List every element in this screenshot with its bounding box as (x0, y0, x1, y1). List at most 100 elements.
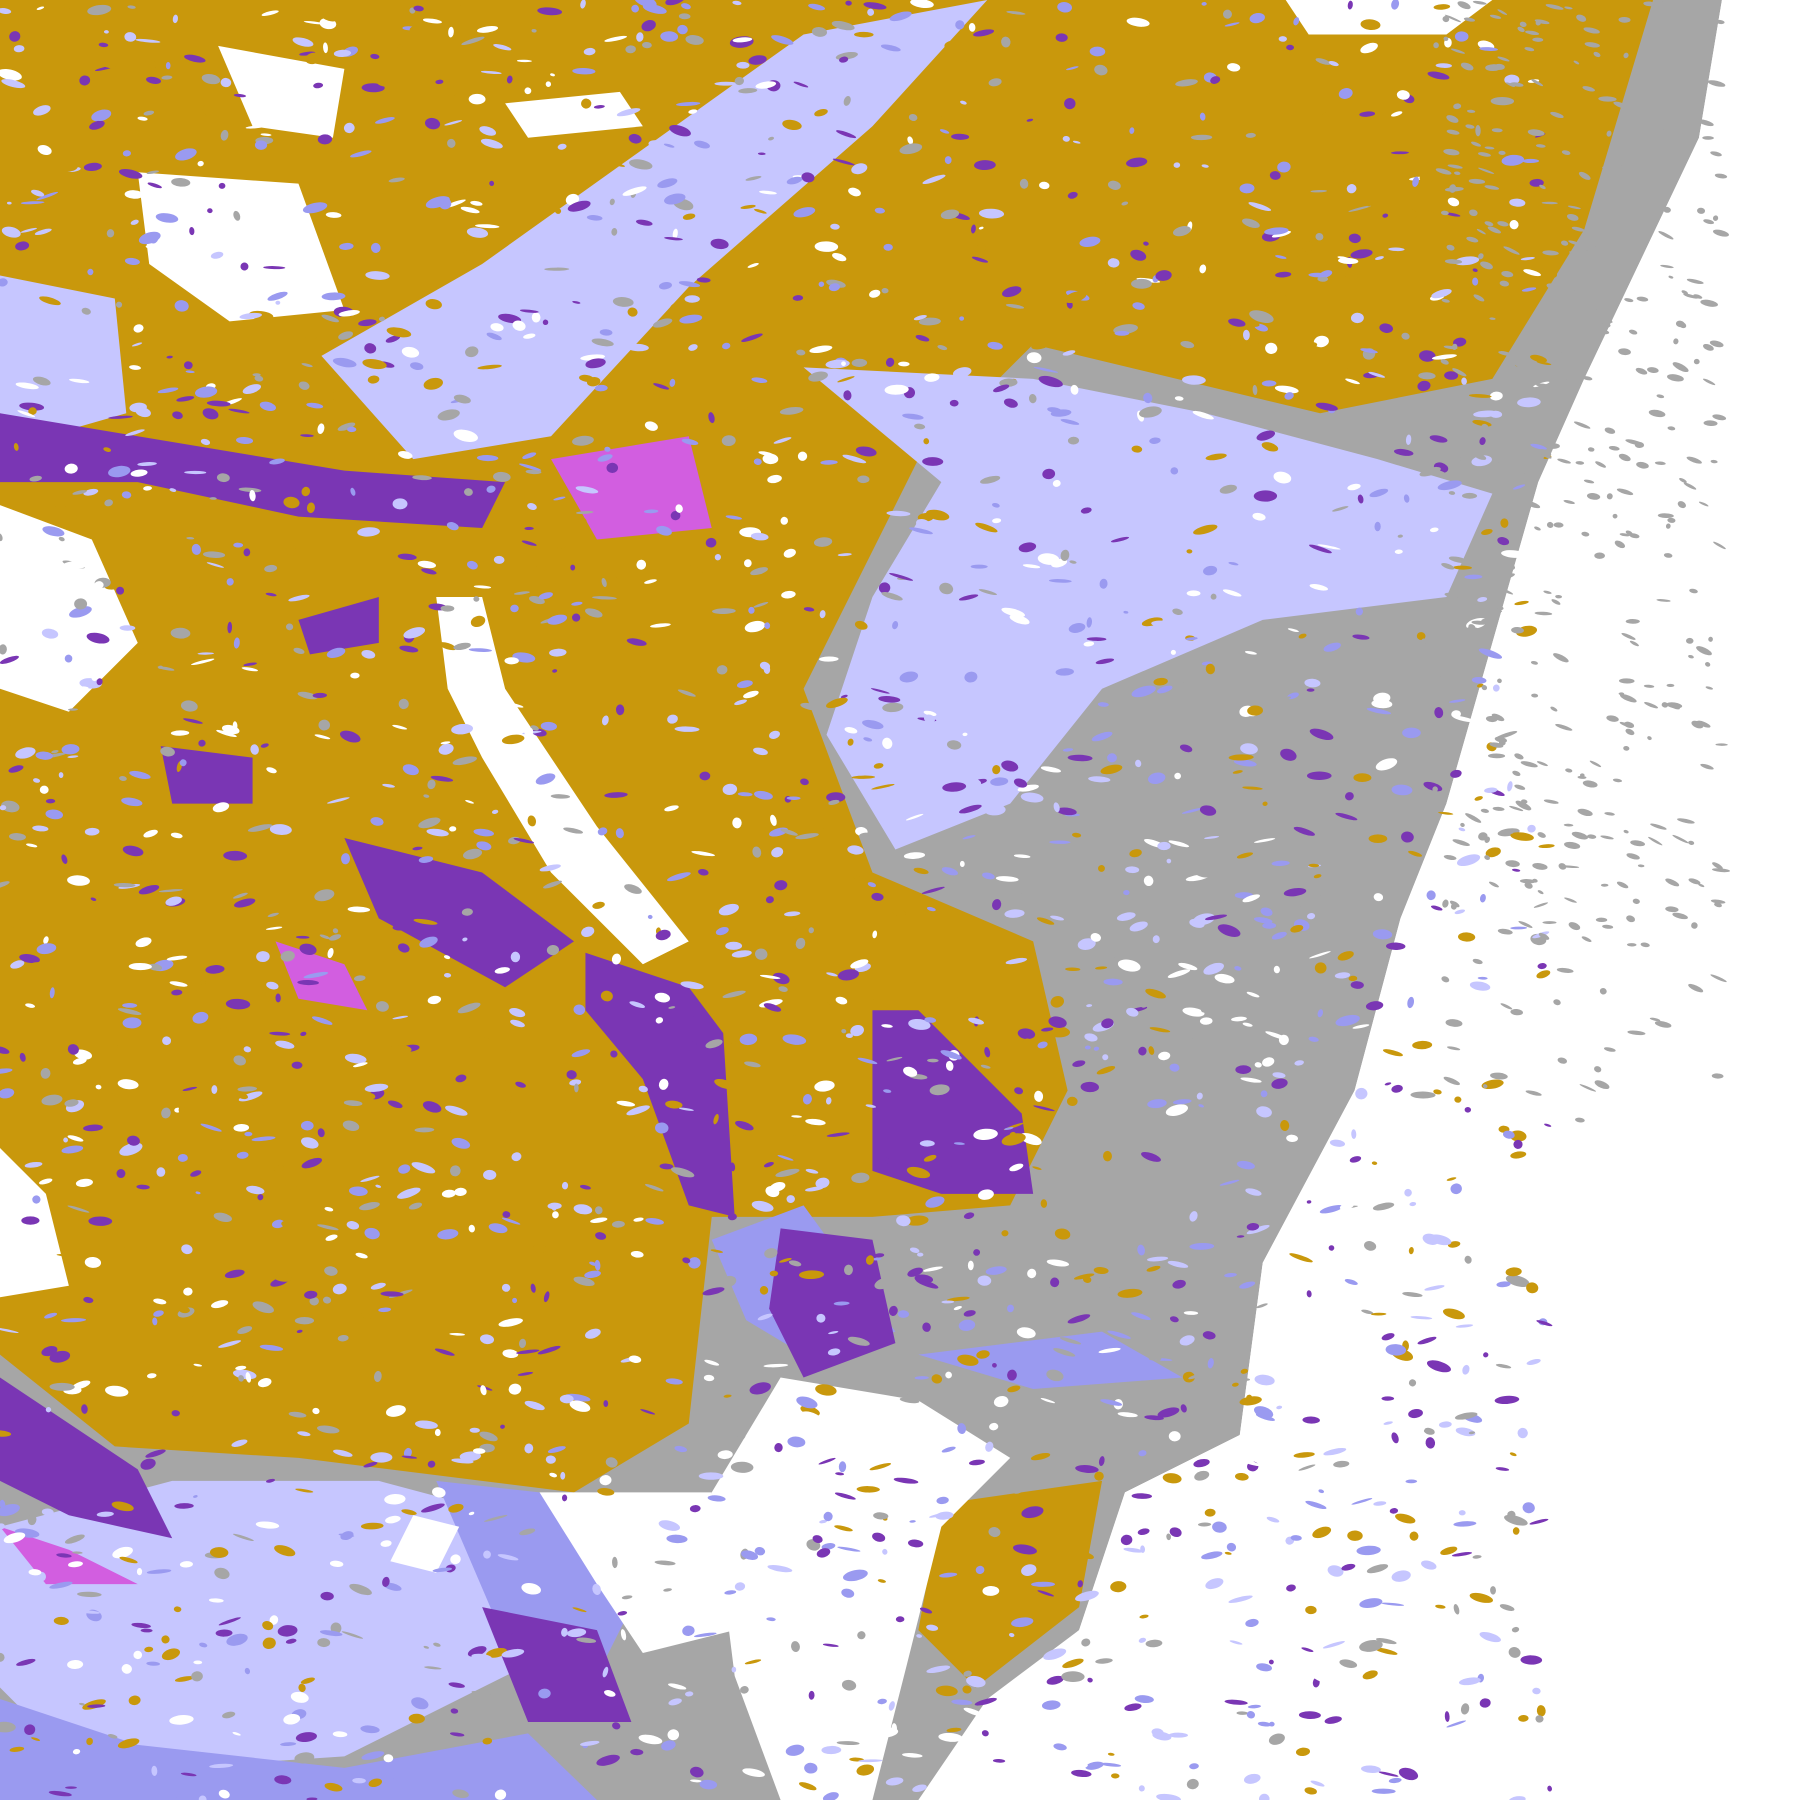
texture-speck (614, 820, 637, 827)
texture-speck (1179, 1335, 1195, 1346)
purple-region (482, 1607, 632, 1722)
texture-speck (798, 1270, 825, 1280)
texture-speck (1331, 1417, 1354, 1429)
texture-speck (97, 117, 107, 121)
texture-speck (49, 1382, 75, 1391)
texture-speck (926, 1665, 951, 1674)
texture-speck (1009, 1163, 1024, 1172)
texture-speck (1391, 1432, 1399, 1444)
texture-speck (370, 1282, 386, 1290)
texture-speck (133, 1650, 143, 1660)
texture-speck (440, 605, 455, 612)
texture-speck (782, 119, 802, 130)
texture-speck (308, 33, 325, 42)
texture-speck (1659, 132, 1674, 139)
texture-speck (741, 333, 763, 342)
texture-speck (822, 1643, 839, 1647)
texture-speck (1481, 423, 1489, 431)
texture-speck (1477, 976, 1488, 980)
texture-speck (818, 281, 825, 287)
texture-speck (1530, 554, 1549, 567)
texture-speck (83, 488, 99, 496)
texture-speck (867, 882, 876, 888)
texture-speck (1145, 988, 1166, 999)
texture-speck (647, 914, 653, 920)
texture-speck (332, 1283, 347, 1295)
texture-speck (1702, 47, 1708, 51)
texture-speck (1174, 772, 1181, 780)
texture-speck (1492, 684, 1500, 692)
texture-speck (1126, 1007, 1139, 1017)
texture-speck (1688, 983, 1704, 993)
texture-speck (1511, 868, 1521, 872)
texture-speck (1275, 271, 1292, 278)
texture-speck (296, 1329, 303, 1334)
texture-speck (304, 1290, 318, 1299)
texture-speck (1271, 230, 1291, 238)
texture-speck (1557, 1057, 1568, 1064)
texture-speck (667, 714, 678, 724)
texture-speck (839, 56, 849, 63)
texture-speck (713, 1113, 719, 1125)
texture-speck (1655, 24, 1668, 31)
texture-speck (352, 1777, 366, 1784)
texture-speck (1266, 1516, 1280, 1523)
texture-speck (702, 1287, 725, 1296)
texture-speck (525, 469, 542, 475)
texture-speck (1331, 1085, 1341, 1093)
texture-speck (1435, 63, 1452, 68)
texture-speck (1657, 513, 1674, 519)
texture-speck (744, 620, 766, 633)
texture-speck (254, 375, 264, 382)
texture-speck (1205, 1578, 1224, 1590)
texture-speck (317, 134, 333, 145)
texture-speck (781, 1497, 792, 1505)
texture-speck (1536, 383, 1550, 388)
texture-speck (246, 1185, 265, 1195)
texture-speck (1409, 1531, 1419, 1541)
texture-speck (1183, 1311, 1199, 1315)
texture-speck (451, 723, 474, 735)
texture-speck (1443, 1076, 1460, 1086)
texture-speck (1408, 850, 1423, 857)
texture-speck (1472, 268, 1478, 272)
texture-speck (1711, 1073, 1724, 1079)
texture-speck (269, 458, 285, 465)
texture-speck (1431, 354, 1457, 360)
texture-speck (380, 396, 398, 407)
texture-speck (1352, 1024, 1370, 1029)
texture-speck (1709, 340, 1724, 348)
texture-speck (1463, 17, 1476, 22)
texture-speck (1612, 778, 1623, 783)
texture-speck (557, 143, 567, 150)
texture-speck (1450, 1183, 1462, 1195)
texture-speck (941, 867, 958, 876)
texture-speck (1210, 593, 1217, 600)
texture-speck (727, 1213, 737, 1221)
texture-speck (1710, 899, 1726, 904)
texture-speck (178, 1105, 185, 1114)
texture-speck (45, 809, 64, 820)
texture-speck (1097, 865, 1105, 872)
texture-speck (300, 1031, 307, 1037)
texture-speck (640, 670, 647, 680)
texture-speck (67, 302, 75, 311)
texture-speck (1174, 396, 1184, 401)
texture-speck (533, 1244, 547, 1254)
texture-speck (449, 1732, 465, 1737)
texture-speck (349, 1583, 372, 1596)
texture-speck (1347, 0, 1353, 10)
texture-speck (685, 35, 704, 45)
texture-speck (1265, 342, 1278, 354)
texture-speck (67, 708, 78, 711)
texture-speck (843, 96, 851, 106)
texture-speck (1509, 82, 1524, 87)
texture-speck (691, 850, 715, 857)
texture-speck (1182, 375, 1206, 385)
texture-speck (566, 1628, 587, 1638)
texture-speck (1386, 888, 1398, 893)
texture-speck (1030, 1453, 1051, 1461)
lavender-cloud (0, 275, 127, 437)
texture-speck (1276, 1405, 1283, 1410)
texture-speck (61, 854, 68, 865)
